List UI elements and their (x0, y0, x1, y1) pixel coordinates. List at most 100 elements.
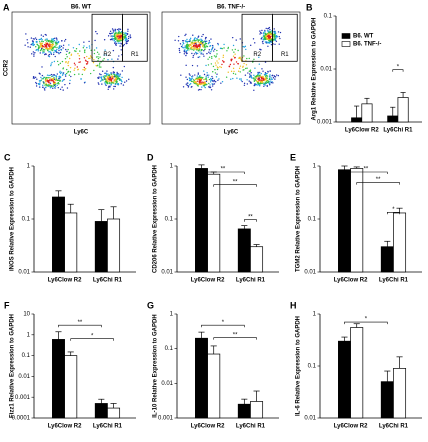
event-dot (195, 81, 197, 84)
y-tick-label: 0.01 (161, 381, 173, 387)
event-dot (44, 39, 46, 41)
event-dot (35, 82, 38, 85)
event-dot (67, 61, 70, 63)
event-dot (59, 51, 62, 54)
event-dot (204, 86, 206, 89)
event-dot (52, 48, 54, 50)
event-dot (123, 65, 126, 68)
event-dot (192, 34, 194, 36)
event-dot (203, 44, 206, 47)
event-dot (203, 55, 205, 57)
event-dot (39, 73, 41, 75)
event-dot (186, 78, 189, 81)
event-dot (248, 57, 250, 60)
event-dot (47, 55, 50, 57)
event-dot (49, 46, 51, 49)
event-dot (204, 78, 207, 80)
event-dot (38, 38, 40, 41)
event-dot (263, 82, 265, 84)
y-axis-label: Fizz1 Relative Expression to GAPDH (10, 314, 16, 418)
significance-label: * (397, 64, 400, 70)
event-dot (109, 80, 111, 82)
event-dot (46, 76, 48, 79)
event-dot (78, 43, 80, 46)
event-dot (204, 38, 207, 40)
event-dot (186, 49, 189, 51)
event-dot (56, 48, 58, 51)
event-dot (211, 48, 213, 50)
event-dot (112, 35, 114, 38)
event-dot (115, 43, 117, 46)
event-dot (233, 57, 236, 59)
event-dot (86, 46, 88, 49)
event-dot (229, 63, 232, 66)
x-tick-label: Ly6Chi R1 (93, 278, 123, 284)
event-dot (241, 80, 243, 83)
event-dot (194, 42, 196, 44)
event-dot (84, 59, 87, 61)
event-dot (208, 40, 211, 42)
significance-label: * (365, 317, 368, 323)
event-dot (53, 51, 55, 54)
event-dot (210, 63, 213, 65)
event-dot (258, 82, 260, 85)
bar (195, 337, 208, 419)
event-dot (114, 28, 116, 30)
event-dot (83, 69, 86, 71)
event-dot (107, 74, 109, 77)
event-dot (99, 56, 101, 58)
event-dot (41, 74, 44, 77)
event-dot (198, 47, 200, 50)
event-dot (274, 36, 276, 38)
event-dot (119, 32, 121, 34)
event-dot (244, 74, 247, 76)
event-dot (182, 40, 184, 42)
event-dot (119, 38, 122, 40)
event-dot (206, 45, 209, 48)
event-dot (246, 83, 249, 85)
event-dot (197, 73, 199, 75)
event-dot (89, 55, 92, 57)
event-dot (69, 79, 71, 82)
event-dot (198, 56, 201, 58)
event-dot (264, 41, 267, 43)
event-dot (111, 72, 113, 74)
event-dot (209, 52, 211, 55)
event-dot (102, 75, 105, 78)
bar (107, 407, 121, 419)
event-dot (117, 34, 119, 36)
event-dot (50, 64, 52, 67)
event-dot (84, 68, 86, 70)
event-dot (258, 56, 260, 59)
y-axis-label: IL-6 Relative Expression to GAPDH (296, 316, 302, 416)
event-dot (111, 28, 114, 30)
event-dot (88, 47, 91, 49)
event-dot (273, 37, 275, 39)
event-dot (196, 48, 199, 50)
event-dot (266, 85, 268, 87)
event-dot (279, 31, 282, 34)
event-dot (85, 63, 88, 65)
event-dot (54, 83, 57, 85)
event-dot (78, 73, 80, 75)
event-dot (70, 53, 73, 56)
event-dot (268, 31, 270, 34)
event-dot (254, 67, 256, 69)
event-dot (93, 69, 95, 72)
y-tick-label: 1 (27, 164, 31, 170)
event-dot (202, 53, 204, 55)
event-dot (174, 39, 176, 42)
event-dot (117, 35, 119, 38)
event-dot (112, 76, 114, 78)
event-dot (32, 44, 34, 47)
event-dot (240, 58, 242, 60)
event-dot (121, 70, 124, 72)
event-dot (189, 37, 192, 40)
event-dot (258, 83, 260, 86)
event-dot (97, 56, 99, 58)
event-dot (260, 49, 262, 51)
event-dot (67, 71, 69, 73)
event-dot (199, 80, 201, 82)
event-dot (212, 71, 214, 73)
event-dot (203, 46, 206, 48)
